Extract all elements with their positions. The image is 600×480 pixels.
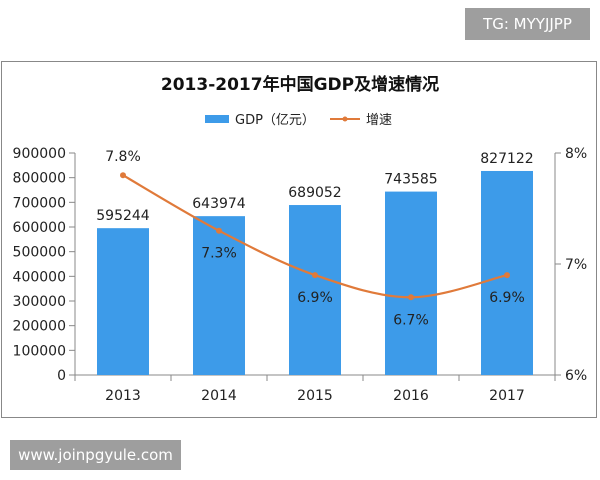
legend-label-growth: 增速 (366, 113, 392, 128)
y-right-tick-label: 6% (565, 368, 587, 384)
y-left-tick-label: 200000 (13, 319, 66, 335)
growth-label: 6.7% (393, 312, 429, 328)
y-left-tick-label: 900000 (13, 146, 66, 162)
x-tick-label: 2014 (201, 388, 237, 404)
y-left-tick-label: 300000 (13, 294, 66, 310)
legend-label-gdp: GDP（亿元） (235, 113, 315, 128)
bar-2016 (385, 191, 437, 375)
bar-2013 (97, 228, 149, 375)
bar-2015 (289, 205, 341, 375)
growth-label: 6.9% (297, 290, 333, 306)
y-right-tick-label: 7% (565, 257, 587, 273)
growth-label: 7.8% (105, 149, 141, 165)
y-left-tick-label: 400000 (13, 269, 66, 285)
bar-label: 827122 (480, 151, 533, 167)
bar-label: 743585 (384, 172, 437, 188)
growth-point-2013 (120, 172, 126, 179)
growth-point-2017 (504, 272, 510, 279)
bar-label: 689052 (288, 185, 341, 201)
y-left-tick-label: 800000 (13, 171, 66, 187)
bar-2014 (193, 216, 245, 375)
x-tick-label: 2017 (489, 388, 525, 404)
chart-frame (1, 61, 597, 418)
watermark-badge-top: TG: MYYJJPP (465, 8, 590, 40)
y-right-tick-label: 8% (565, 146, 587, 162)
y-left-tick-label: 500000 (13, 245, 66, 261)
growth-point-2016 (408, 294, 414, 301)
legend: GDP（亿元） 增速 (205, 113, 392, 128)
x-tick-label: 2016 (393, 388, 429, 404)
legend-marker-growth (342, 116, 348, 122)
watermark-badge-bottom: www.joinpgyule.com (10, 440, 181, 470)
y-left-tick-label: 0 (57, 368, 66, 384)
y-left-tick-label: 600000 (13, 220, 66, 236)
growth-label: 7.3% (201, 246, 237, 262)
legend-swatch-gdp (205, 115, 229, 123)
y-left-tick-label: 100000 (13, 343, 66, 359)
growth-point-2014 (216, 227, 222, 234)
bar-label: 643974 (192, 196, 246, 212)
x-tick-label: 2015 (297, 388, 333, 404)
growth-point-2015 (312, 272, 318, 279)
x-tick-label: 2013 (105, 388, 141, 404)
bar-label: 595244 (96, 208, 150, 224)
growth-label: 6.9% (489, 290, 525, 306)
chart-title: 2013-2017年中国GDP及增速情况 (161, 74, 439, 95)
y-left-tick-label: 700000 (13, 195, 66, 211)
